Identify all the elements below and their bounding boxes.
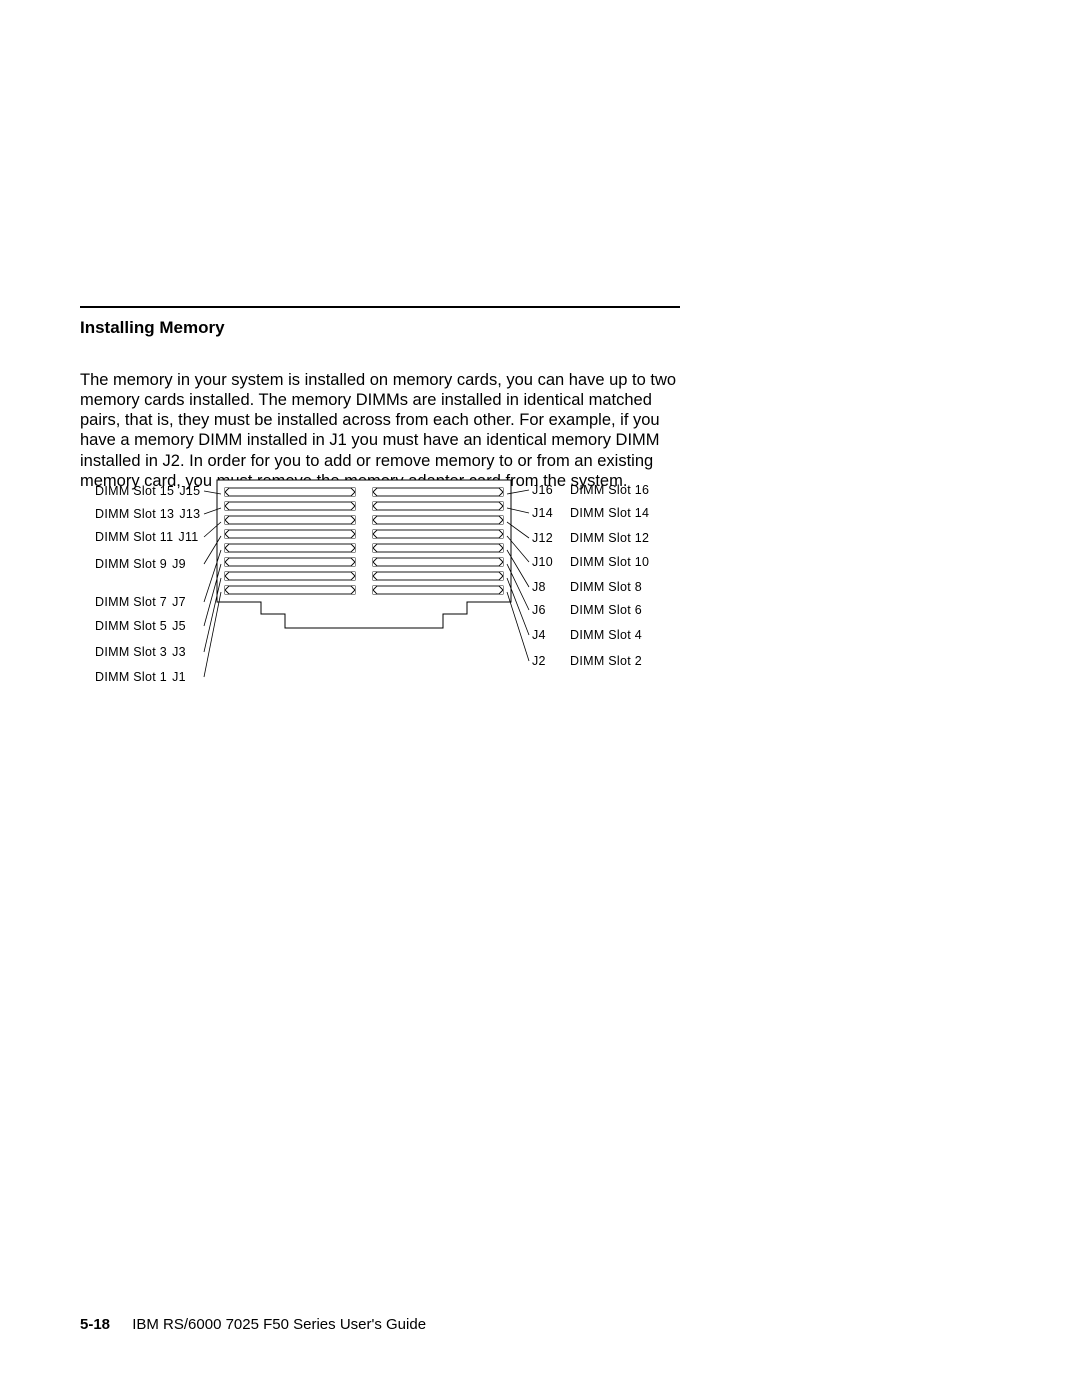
leader-lines-svg xyxy=(80,476,690,716)
page-number: 5-18 xyxy=(80,1316,110,1333)
section-heading: Installing Memory xyxy=(80,318,680,338)
content-area: Installing Memory The memory in your sys… xyxy=(80,306,680,491)
doc-title: IBM RS/6000 7025 F50 Series User's Guide xyxy=(132,1316,426,1333)
section-paragraph: The memory in your system is installed o… xyxy=(80,370,680,492)
page-footer: 5-18 IBM RS/6000 7025 F50 Series User's … xyxy=(80,1316,426,1333)
section-rule xyxy=(80,306,680,308)
memory-diagram: DIMM Slot 15J15DIMM Slot 13J13DIMM Slot … xyxy=(80,476,690,716)
